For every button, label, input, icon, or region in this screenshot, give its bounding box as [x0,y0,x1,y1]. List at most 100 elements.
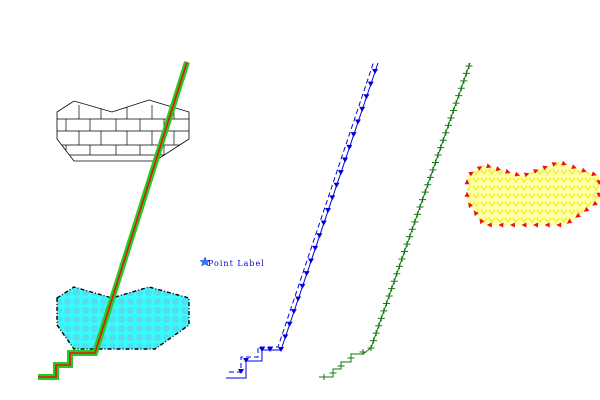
green-cross-mark [439,137,447,144]
red-arrow-mark [544,222,550,228]
green-cross-mark [370,337,378,344]
green-cross-mark [347,355,355,361]
blue-arrow-mark [320,220,327,226]
blue-arrow-mark [290,309,297,315]
blue-arrow-mark [267,347,273,352]
red-arrow-mark [468,171,474,177]
red-arrow-mark [551,162,558,167]
green-cross-mark [403,241,411,248]
green-cross-mark [421,189,429,196]
green-cross-mark [406,233,414,240]
green-cross-mark [398,255,406,262]
green-cross-mark [375,322,383,329]
green-cross-mark [337,363,345,369]
red-arrow-mark [596,180,600,186]
red-arrow-mark [542,165,548,171]
blue-arrow-mark [307,258,314,264]
green-cross-mark [431,159,439,166]
green-cross-mark [442,129,450,136]
green-cross-mark [382,300,390,307]
green-cross-mark [380,307,388,314]
red-arrow-mark [476,166,483,171]
blue-arrow-mark [278,347,284,352]
green-cross-mark [429,166,437,173]
red-arrow-mark [581,167,587,173]
green-cross-mark [385,293,393,300]
blue-arrow-mark [372,69,378,74]
red-arrow-mark [521,222,527,228]
green-cross-mark [426,174,434,181]
green-cross-mark [419,196,427,203]
green-cross-mark [359,349,367,355]
red-arrow-mark [464,179,470,185]
grid-polygon [56,99,190,162]
red-arrow-mark [464,191,470,197]
yellow-polygon [464,160,600,228]
red-arrow-mark [596,192,600,198]
green-cross-mark [450,107,458,114]
green-cross-mark [424,181,432,188]
blue-arrow-mark [350,132,357,138]
blue-arrow-mark [286,321,293,327]
blue-arrow-mark [299,283,306,289]
star-marker-icon [199,256,211,267]
green-cross-mark [377,315,385,322]
green-cross-mark [434,152,442,159]
green-cross-mark [388,285,396,292]
green-cross-mark [411,218,419,225]
red-arrow-mark [473,210,479,217]
green-cross-mark [447,114,455,121]
red-arrow-mark [523,172,530,178]
red-arrow-mark [486,163,492,169]
red-arrow-mark [468,202,474,209]
green-cross-mark [462,70,470,77]
red-arrow-mark [486,222,492,228]
blue-arrow-mark [325,208,331,213]
blue-arrow-line [226,60,379,379]
blue-arrow-mark [238,369,244,374]
green-cross-mark [320,374,328,380]
red-arrow-mark [556,222,562,228]
red-arrow-mark [533,222,539,228]
red-arrow-mark [495,166,502,171]
blue-arrow-mark [303,271,310,277]
green-cross-mark [413,211,421,218]
blue-arrow-mark [316,233,323,239]
blue-arrow-mark [337,170,344,176]
red-arrow-mark [505,168,511,174]
green-cross-line [319,62,473,380]
blue-arrow-mark [342,157,349,163]
blue-arrow-mark [259,347,265,352]
red-arrow-mark [479,218,485,225]
green-cross-mark [329,370,337,376]
blue-arrow-mark [243,358,249,363]
red-arrow-mark [561,160,567,166]
green-red-line [38,61,190,380]
red-arrow-mark [533,169,539,174]
green-cross-mark [408,226,416,233]
blue-arrow-mark [333,182,340,188]
green-cross-mark [437,144,445,151]
green-cross-mark [455,92,463,99]
green-cross-mark [395,263,403,270]
blue-arrow-mark [367,81,374,87]
blue-arrow-mark [329,195,336,201]
green-cross-mark [401,248,409,255]
point-feature: Point Label [199,256,265,268]
green-cross-mark [452,100,460,107]
point-label: Point Label [208,259,265,268]
red-arrow-mark [575,212,581,218]
red-arrow-mark [509,222,515,228]
blue-arrow-mark [282,334,289,340]
blue-arrow-mark [295,296,302,302]
green-cross-mark [416,204,424,210]
red-arrow-mark [591,171,597,176]
blue-arrow-mark [312,245,319,251]
green-cross-mark [393,270,401,277]
red-arrow-mark [592,200,598,206]
red-arrow-mark [498,222,504,228]
green-cross-mark [457,85,465,92]
blue-arrow-mark [363,94,370,100]
cyan-polygon [56,286,190,350]
